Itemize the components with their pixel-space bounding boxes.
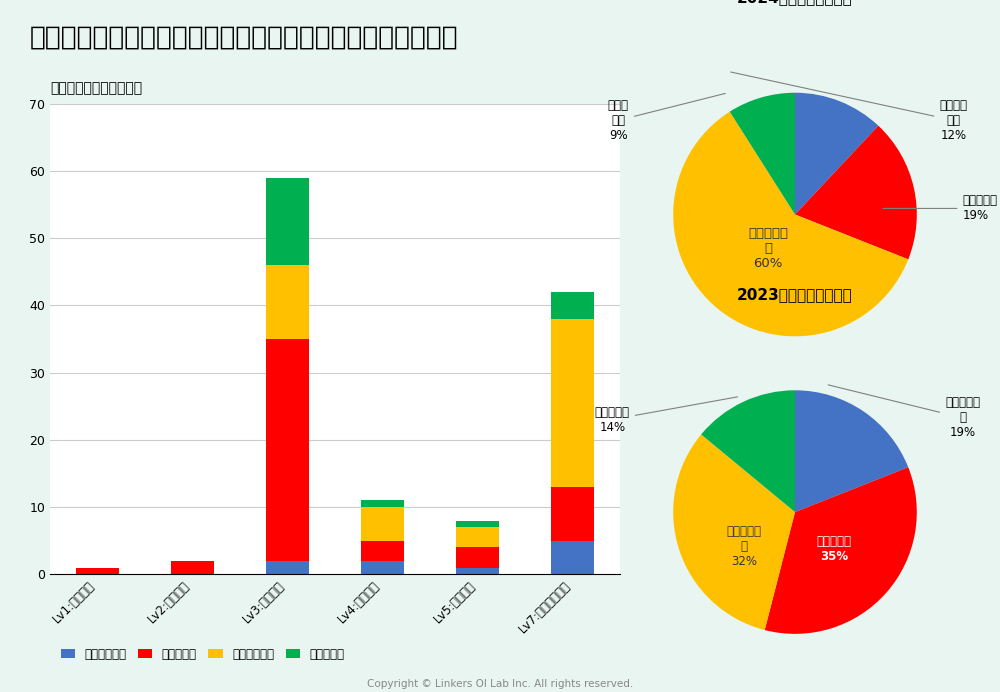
Bar — [551, 319, 594, 487]
Wedge shape — [795, 93, 878, 215]
Bar — [361, 500, 404, 507]
Title: 2024年版　実用化事例: 2024年版 実用化事例 — [737, 0, 853, 5]
Text: 廃棄物の
減容
12%: 廃棄物の 減容 12% — [731, 72, 967, 142]
Bar — [266, 339, 309, 561]
Bar — [361, 561, 404, 574]
Text: 汚染低減技術のリスト数: 汚染低減技術のリスト数 — [50, 82, 142, 95]
Bar — [551, 487, 594, 540]
Text: 空気の清浄
化
60%: 空気の清浄 化 60% — [748, 227, 788, 270]
Text: 廃棄物の減
容
19%: 廃棄物の減 容 19% — [828, 385, 980, 439]
Text: 最近では空気の清浄化技術の実用化事例が多くなっている。: 最近では空気の清浄化技術の実用化事例が多くなっている。 — [30, 24, 459, 51]
Bar — [171, 561, 214, 574]
Wedge shape — [765, 467, 917, 634]
Bar — [361, 507, 404, 540]
Bar — [266, 178, 309, 265]
Text: 土壌の改善
14%: 土壌の改善 14% — [595, 397, 737, 433]
Wedge shape — [730, 93, 795, 215]
Text: 水の清浄化
19%: 水の清浄化 19% — [883, 194, 997, 222]
Bar — [456, 567, 499, 574]
Bar — [551, 540, 594, 574]
Bar — [361, 540, 404, 561]
Wedge shape — [701, 390, 795, 512]
Wedge shape — [795, 126, 917, 260]
Legend: 廃棄物の減容, 水の清浄化, 空気の清浄化, 土壌の改善: 廃棄物の減容, 水の清浄化, 空気の清浄化, 土壌の改善 — [56, 643, 349, 665]
Bar — [551, 292, 594, 319]
Text: 空気の清浄
化
32%: 空気の清浄 化 32% — [726, 525, 761, 567]
Bar — [266, 265, 309, 339]
Text: Copyright © Linkers OI Lab Inc. All rights reserved.: Copyright © Linkers OI Lab Inc. All righ… — [367, 679, 633, 689]
Text: 水の清浄化
35%: 水の清浄化 35% — [816, 535, 851, 563]
Bar — [76, 567, 119, 574]
Bar — [456, 547, 499, 567]
Bar — [266, 561, 309, 574]
Bar — [456, 527, 499, 547]
Wedge shape — [673, 111, 908, 336]
Bar — [456, 520, 499, 527]
Title: 2023年版　実用化事例: 2023年版 実用化事例 — [737, 287, 853, 302]
Wedge shape — [673, 435, 795, 630]
Wedge shape — [795, 390, 908, 512]
Text: 土壌の
改善
9%: 土壌の 改善 9% — [608, 93, 725, 142]
